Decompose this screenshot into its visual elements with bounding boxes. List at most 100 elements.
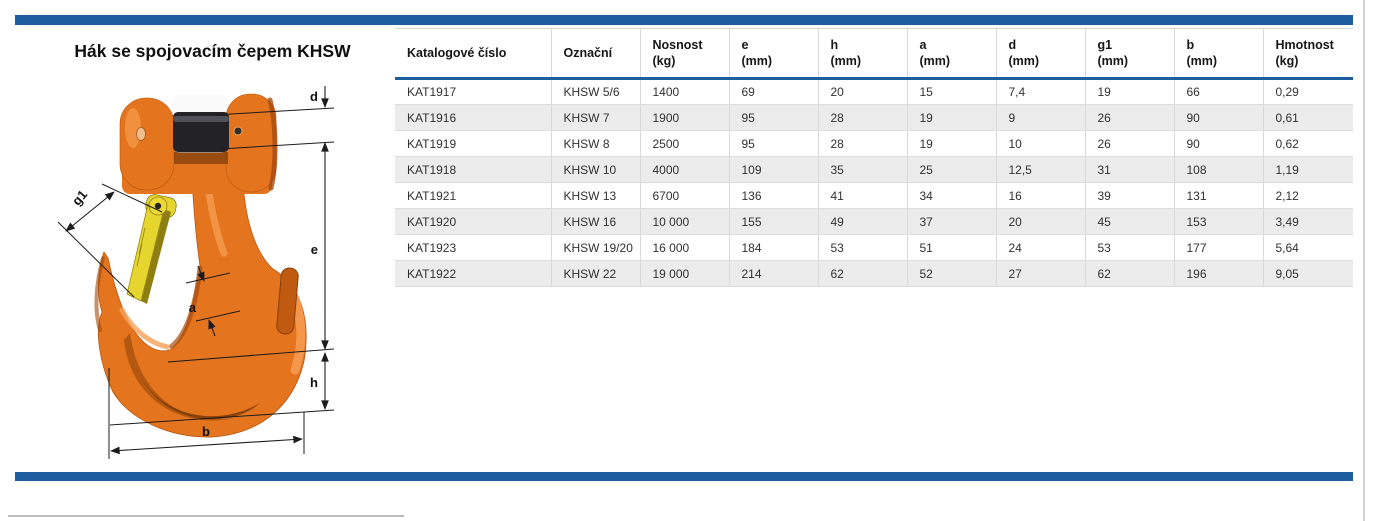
table-cell: 9	[995, 104, 1085, 131]
column-header-1: Označní	[550, 28, 640, 80]
table-cell: 25	[906, 156, 996, 183]
table-cell: 52	[906, 260, 996, 287]
table-body: KAT1917 KHSW 5/6 1400 69 20 15 7,4 19 66 0,29 KAT1…	[395, 78, 1353, 287]
table-cell: 1900	[639, 104, 729, 131]
dimension-lines	[57, 86, 335, 459]
table-cell: 9,05	[1262, 260, 1353, 287]
column-header-9: Hmotnost (kg)	[1262, 28, 1353, 80]
table-cell: 108	[1173, 156, 1263, 183]
table-cell: 10	[995, 130, 1085, 157]
table-row: KAT1916 KHSW 7 1900 95 28 19 9 26 90 0,61	[395, 104, 1353, 131]
column-header-3: e (mm)	[728, 28, 818, 80]
table-cell: 51	[906, 234, 996, 261]
table-cell: KAT1917	[395, 78, 551, 105]
table-cell: 39	[1084, 182, 1174, 209]
table-cell: 1,19	[1262, 156, 1353, 183]
bottom-divider-bar	[15, 472, 1353, 481]
table-cell: KHSW 5/6	[550, 78, 640, 105]
table-cell: 6700	[639, 182, 729, 209]
table-cell: KAT1919	[395, 130, 551, 157]
table-cell: 0,62	[1262, 130, 1353, 157]
table-cell: 41	[817, 182, 907, 209]
column-header-6: d (mm)	[995, 28, 1085, 80]
table-cell: 16 000	[639, 234, 729, 261]
table-cell: 95	[728, 104, 818, 131]
table-cell: 184	[728, 234, 818, 261]
table-cell: KHSW 10	[550, 156, 640, 183]
table-cell: 62	[1084, 260, 1174, 287]
table-cell: 66	[1173, 78, 1263, 105]
table-cell: KHSW 7	[550, 104, 640, 131]
table-cell: 155	[728, 208, 818, 235]
hook-spec-table: Katalogové číslo Označní Nosnost (kg) e (mm) h…	[395, 28, 1353, 287]
table-cell: 2500	[639, 130, 729, 157]
table-row: KAT1917 KHSW 5/6 1400 69 20 15 7,4 19 66 0,29	[395, 78, 1353, 105]
page-title: Hák se spojovacím čepem KHSW	[74, 41, 351, 61]
table-cell: 28	[817, 104, 907, 131]
table-cell: 37	[906, 208, 996, 235]
table-cell: 31	[1084, 156, 1174, 183]
dim-label-a: a	[189, 300, 197, 315]
dimension-labels: d e h b a g1	[69, 89, 318, 439]
table-cell: 196	[1173, 260, 1263, 287]
table-cell: 28	[817, 130, 907, 157]
table-cell: 153	[1173, 208, 1263, 235]
table-cell: 19 000	[639, 260, 729, 287]
table-cell: 19	[906, 104, 996, 131]
table-header: Katalogové číslo Označní Nosnost (kg) e (mm) h…	[395, 28, 1353, 80]
table-cell: 3,49	[1262, 208, 1353, 235]
table-row: KAT1918 KHSW 10 4000 109 35 25 12,5 31 108 1,19	[395, 156, 1353, 183]
column-header-0: Katalogové číslo	[395, 28, 551, 80]
table-cell: 136	[728, 182, 818, 209]
dim-label-g1: g1	[69, 187, 90, 208]
table-cell: 34	[906, 182, 996, 209]
table-cell: 10 000	[639, 208, 729, 235]
table-cell: 45	[1084, 208, 1174, 235]
table-cell: KAT1923	[395, 234, 551, 261]
table-cell: KHSW 22	[550, 260, 640, 287]
table-cell: 53	[817, 234, 907, 261]
spec-table: Katalogové číslo Označní Nosnost (kg) e (mm) h…	[395, 28, 1353, 287]
table-cell: 20	[995, 208, 1085, 235]
table-row: KAT1922 KHSW 22 19 000 214 62 52 27 62 196 9,05	[395, 260, 1353, 287]
column-header-2: Nosnost (kg)	[639, 28, 729, 80]
bottom-partial-border	[8, 515, 404, 517]
safety-latch	[126, 194, 177, 304]
table-cell: KAT1918	[395, 156, 551, 183]
table-cell: 12,5	[995, 156, 1085, 183]
column-header-8: b (mm)	[1173, 28, 1263, 80]
table-cell: KAT1920	[395, 208, 551, 235]
table-cell: 27	[995, 260, 1085, 287]
table-cell: 1400	[639, 78, 729, 105]
table-row: KAT1920 KHSW 16 10 000 155 49 37 20 45 153 3,49	[395, 208, 1353, 235]
table-cell: 131	[1173, 182, 1263, 209]
table-cell: 19	[1084, 78, 1174, 105]
table-cell: 24	[995, 234, 1085, 261]
table-cell: KHSW 13	[550, 182, 640, 209]
table-cell: 19	[906, 130, 996, 157]
table-row: KAT1921 KHSW 13 6700 136 41 34 16 39 131 2,12	[395, 182, 1353, 209]
column-header-5: a (mm)	[906, 28, 996, 80]
table-cell: 69	[728, 78, 818, 105]
hook-body	[94, 177, 307, 438]
table-cell: KAT1922	[395, 260, 551, 287]
table-cell: 16	[995, 182, 1085, 209]
table-cell: 95	[728, 130, 818, 157]
table-cell: KAT1916	[395, 104, 551, 131]
table-cell: KHSW 16	[550, 208, 640, 235]
page-right-border	[1363, 0, 1365, 521]
table-cell: 177	[1173, 234, 1263, 261]
table-row: KAT1919 KHSW 8 2500 95 28 19 10 26 90 0,62	[395, 130, 1353, 157]
dim-label-b: b	[202, 424, 210, 439]
table-cell: KHSW 8	[550, 130, 640, 157]
clevis-and-pin	[119, 93, 278, 194]
table-cell: 4000	[639, 156, 729, 183]
hook-side-groove	[276, 267, 299, 335]
table-cell: 62	[817, 260, 907, 287]
dim-label-e: e	[311, 242, 318, 257]
table-cell: KHSW 19/20	[550, 234, 640, 261]
dim-label-d: d	[310, 89, 318, 104]
hook-dimension-drawing: d e h b a g1	[57, 86, 335, 459]
table-cell: KAT1921	[395, 182, 551, 209]
table-cell: 53	[1084, 234, 1174, 261]
